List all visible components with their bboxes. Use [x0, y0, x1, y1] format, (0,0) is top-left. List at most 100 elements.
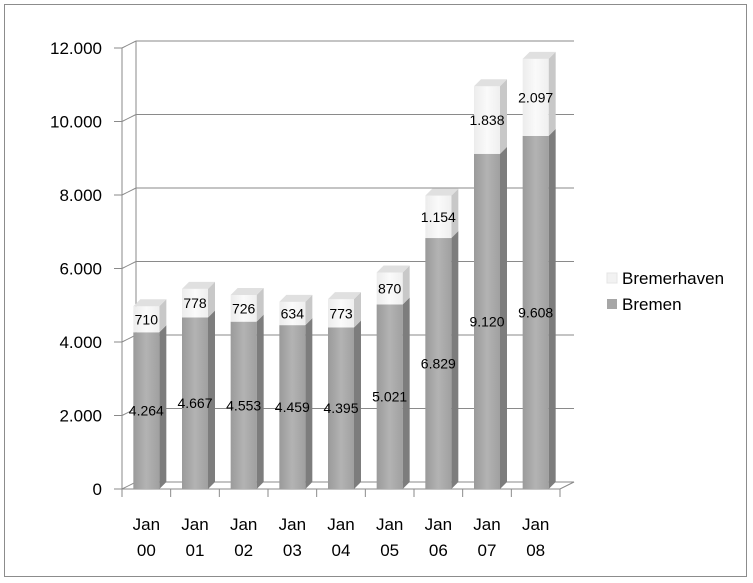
- data-label-bremen: 4.395: [323, 400, 358, 416]
- x-tick-label: 02: [234, 541, 253, 560]
- bar-cap: [376, 265, 410, 273]
- x-tick-label: 00: [137, 541, 156, 560]
- bar-bremen: [279, 325, 306, 489]
- data-label-bremen: 5.021: [372, 389, 407, 405]
- bar-cap: [230, 287, 264, 295]
- y-tick-label: 2.000: [59, 407, 102, 426]
- bar-bremerhaven: [328, 299, 354, 328]
- legend-swatch: [606, 272, 618, 284]
- bar-side-bremen: [354, 320, 361, 489]
- legend-label: Bremerhaven: [622, 269, 724, 288]
- bar-bremen: [182, 317, 208, 489]
- bars: [133, 51, 556, 490]
- gridline-side: [121, 114, 137, 122]
- data-label-bremen: 4.553: [226, 397, 261, 413]
- x-tick-label: Jan: [425, 515, 452, 534]
- legend-label: Bremen: [622, 295, 682, 314]
- bar-bremen: [425, 238, 452, 489]
- bar-bremerhaven: [279, 301, 306, 326]
- bar-bremen: [230, 321, 257, 489]
- x-tick-label: Jan: [230, 515, 257, 534]
- data-label-bremen: 6.829: [421, 356, 456, 372]
- data-label-bremerhaven: 773: [329, 305, 353, 321]
- x-tick-label: 06: [429, 541, 448, 560]
- y-tick-label: 4.000: [59, 333, 102, 352]
- bar-bremen: [133, 332, 160, 489]
- bar-cap: [279, 294, 313, 302]
- x-tick-label: Jan: [473, 515, 500, 534]
- bar-bremerhaven: [474, 86, 500, 154]
- y-tick-label: 12.000: [50, 39, 102, 58]
- data-label-bremerhaven: 1.154: [421, 209, 456, 225]
- bar-bremen: [474, 153, 500, 489]
- x-tick-label: 08: [526, 541, 545, 560]
- bar-cap: [133, 299, 167, 307]
- data-label-bremen: 4.264: [129, 403, 164, 419]
- bar-cap: [328, 292, 361, 300]
- bar-side-bremerhaven: [451, 188, 459, 239]
- bar-bremen: [376, 304, 403, 489]
- bar-cap: [182, 281, 215, 289]
- data-label-bremen: 9.608: [518, 304, 553, 320]
- bar-side-bremerhaven: [500, 79, 507, 154]
- x-tick-label: Jan: [376, 515, 403, 534]
- bar-bremerhaven: [230, 294, 257, 322]
- gridline-side: [121, 261, 137, 269]
- bar-bremerhaven: [425, 195, 452, 239]
- bar-bremerhaven: [376, 272, 403, 305]
- legend: Bremerhaven Bremen: [606, 269, 724, 314]
- gridline-side: [121, 187, 137, 196]
- bar-side-bremerhaven: [354, 292, 361, 328]
- x-tick-label: Jan: [327, 515, 354, 534]
- data-label-bremerhaven: 778: [183, 295, 207, 311]
- bar-side-bremerhaven: [402, 265, 410, 305]
- y-tick-label: 10.000: [50, 113, 102, 132]
- x-tick-label: 01: [186, 541, 205, 560]
- bar-bremerhaven: [522, 58, 549, 136]
- data-label-bremerhaven: 2.097: [518, 89, 553, 105]
- bar-side-bremen: [305, 318, 313, 489]
- legend-swatch: [607, 299, 617, 309]
- data-labels: 4.264 710 4.667 778 4.553 726 4.459 634 4.395 773…: [129, 89, 554, 418]
- bar-side-bremen: [500, 146, 507, 489]
- bar-side-bremen: [256, 314, 264, 489]
- bar-cap: [522, 51, 556, 59]
- bar-side-bremerhaven: [208, 281, 215, 318]
- x-tick-label: 04: [332, 541, 351, 560]
- x-tick-label: Jan: [522, 515, 549, 534]
- bar-side-bremen: [548, 128, 556, 489]
- bar-side-bremerhaven: [305, 294, 313, 326]
- data-label-bremen: 4.667: [177, 395, 212, 411]
- bar-bremen: [328, 327, 354, 489]
- x-tick-label: Jan: [133, 515, 160, 534]
- gridline-side: [121, 40, 137, 49]
- x-tick-label: 05: [380, 541, 399, 560]
- axes: 0 2.000 4.000 6.000 8.000 10.000 12.000 Jan 00 Ja…: [50, 39, 575, 560]
- data-label-bremerhaven: 870: [378, 280, 402, 296]
- bar-side-bremerhaven: [548, 51, 556, 136]
- x-tick-label: 07: [478, 541, 497, 560]
- x-tick-label: Jan: [181, 515, 208, 534]
- data-label-bremerhaven: 1.838: [469, 112, 504, 128]
- bar-side-bremerhaven: [256, 287, 264, 322]
- bar-side-bremen: [159, 325, 167, 489]
- bar-bremerhaven: [182, 288, 208, 318]
- y-tick-label: 8.000: [59, 186, 102, 205]
- data-label-bremerhaven: 726: [232, 300, 256, 316]
- bar-cap: [474, 79, 507, 87]
- bar-side-bremen: [402, 297, 410, 489]
- data-label-bremerhaven: 710: [135, 311, 159, 327]
- bar-bremen: [522, 135, 549, 489]
- data-label-bremen: 9.120: [469, 313, 504, 329]
- bar-bremerhaven: [133, 306, 160, 333]
- x-tick-label: 03: [283, 541, 302, 560]
- y-tick-label: 0: [93, 480, 102, 499]
- y-tick-label: 6.000: [59, 260, 102, 279]
- bar-side-bremen: [208, 310, 215, 489]
- bar-side-bremerhaven: [159, 299, 167, 333]
- x-tick-label: Jan: [279, 515, 306, 534]
- data-label-bremen: 4.459: [275, 399, 310, 415]
- data-label-bremerhaven: 634: [281, 305, 305, 321]
- bar-side-bremen: [451, 231, 459, 490]
